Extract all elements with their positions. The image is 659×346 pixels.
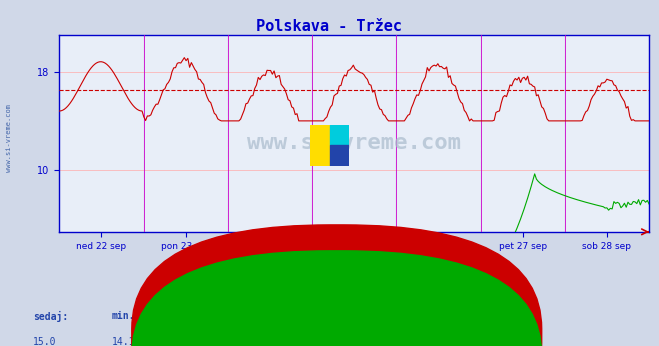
Text: Slovenija / reke in morje.: Slovenija / reke in morje. <box>260 242 399 251</box>
Text: zadnji teden / 30 minut.: zadnji teden / 30 minut. <box>265 258 394 267</box>
Text: Polskava - Tržec: Polskava - Tržec <box>256 19 403 34</box>
Bar <box>330 145 349 166</box>
Text: temperatura[C]: temperatura[C] <box>349 337 432 346</box>
Text: 16.5: 16.5 <box>185 337 208 346</box>
Text: Meritve: trenutne  Enote: metrične  Črta: zadnja meritev: Meritve: trenutne Enote: metrične Črta: … <box>179 273 480 284</box>
Text: 14.1: 14.1 <box>112 337 136 346</box>
Text: povpr.:: povpr.: <box>185 311 225 321</box>
Text: maks.:: maks.: <box>257 311 292 321</box>
Bar <box>310 125 330 166</box>
Text: 15.0: 15.0 <box>33 337 57 346</box>
Text: navpična črta - razdelek 24 ur: navpična črta - razdelek 24 ur <box>249 289 410 298</box>
Bar <box>330 125 349 145</box>
Text: min.:: min.: <box>112 311 142 321</box>
Text: www.si-vreme.com: www.si-vreme.com <box>5 104 12 172</box>
Text: Polskava - Tržec: Polskava - Tržec <box>336 311 430 321</box>
Text: www.si-vreme.com: www.si-vreme.com <box>247 133 461 153</box>
Text: sedaj:: sedaj: <box>33 311 68 322</box>
Text: 19.7: 19.7 <box>257 337 281 346</box>
